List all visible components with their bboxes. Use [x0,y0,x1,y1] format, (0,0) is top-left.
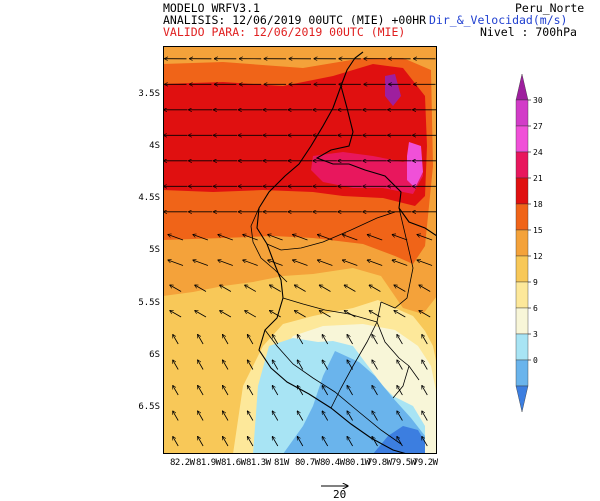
colorbar-segment [516,178,528,204]
lon-label-80-1w: 80.1W [345,458,370,468]
colorbar-segment [516,256,528,282]
lat-label-3-5s: 3.5S [136,89,160,99]
lon-label-82-2w: 82.2W [170,458,195,468]
lon-label-80-4w: 80.4W [320,458,345,468]
lat-label-6-5s: 6.5S [136,402,160,412]
colorbar-tick-label: 6 [533,304,538,313]
colorbar-tick-label: 12 [533,252,543,261]
lon-label-79-5w: 79.5W [391,458,416,468]
lat-label-4s: 4S [136,141,160,151]
colorbar-tick-label: 30 [533,96,543,105]
lat-label-5s: 5S [136,245,160,255]
colorbar-segment [516,386,528,412]
lat-label-4-5s: 4.5S [136,193,160,203]
lat-label-5-5s: 5.5S [136,298,160,308]
colorbar-segment [516,334,528,360]
lon-label-81-9w: 81.9W [196,458,221,468]
colorbar-segment [516,360,528,386]
colorbar-segment [516,126,528,152]
colorbar-segment [516,74,528,100]
colorbar-segment [516,308,528,334]
wind-map [163,46,437,454]
colorbar-segment [516,282,528,308]
colorbar-tick-label: 21 [533,174,543,183]
colorbar-segment [516,152,528,178]
colorbar-tick-label: 18 [533,200,543,209]
colorbar-tick-label: 27 [533,122,543,131]
colorbar-tick-label: 15 [533,226,543,235]
level-label: Nivel : 700hPa [480,26,577,38]
lon-label-81-6w: 81.6W [221,458,246,468]
lon-label-81w: 81W [274,458,289,468]
lon-label-79-2w: 79.2W [413,458,438,468]
colorbar-segment [516,230,528,256]
valid-title: VALIDO PARA: 12/06/2019 00UTC (MIE) [163,26,405,38]
lon-label-79-8w: 79.8W [367,458,392,468]
colorbar-tick-label: 3 [533,330,538,339]
lon-label-80-7w: 80.7W [295,458,320,468]
reference-vector-label: 20 [333,488,346,501]
colorbar-tick-label: 0 [533,356,538,365]
lon-label-81-3w: 81.3W [246,458,271,468]
lat-label-6s: 6S [136,350,160,360]
colorbar-segment [516,204,528,230]
colorbar-tick-label: 24 [533,148,543,157]
colorbar-tick-label: 9 [533,278,538,287]
colorbar-segment [516,100,528,126]
